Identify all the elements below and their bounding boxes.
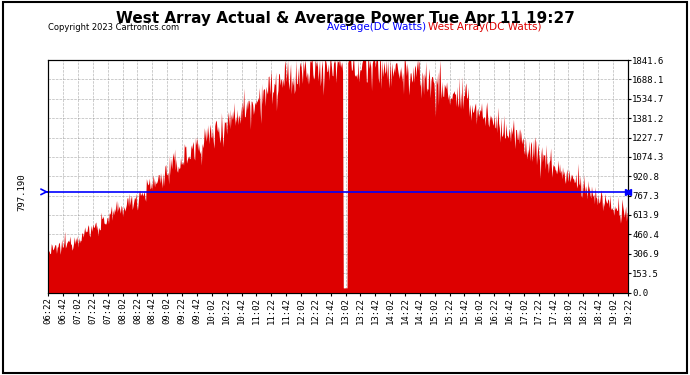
- Text: 797.190: 797.190: [18, 173, 27, 211]
- Text: West Array Actual & Average Power Tue Apr 11 19:27: West Array Actual & Average Power Tue Ap…: [115, 11, 575, 26]
- Text: West Array(DC Watts): West Array(DC Watts): [428, 22, 542, 33]
- Text: Copyright 2023 Cartronics.com: Copyright 2023 Cartronics.com: [48, 23, 179, 32]
- Text: Average(DC Watts): Average(DC Watts): [326, 22, 426, 33]
